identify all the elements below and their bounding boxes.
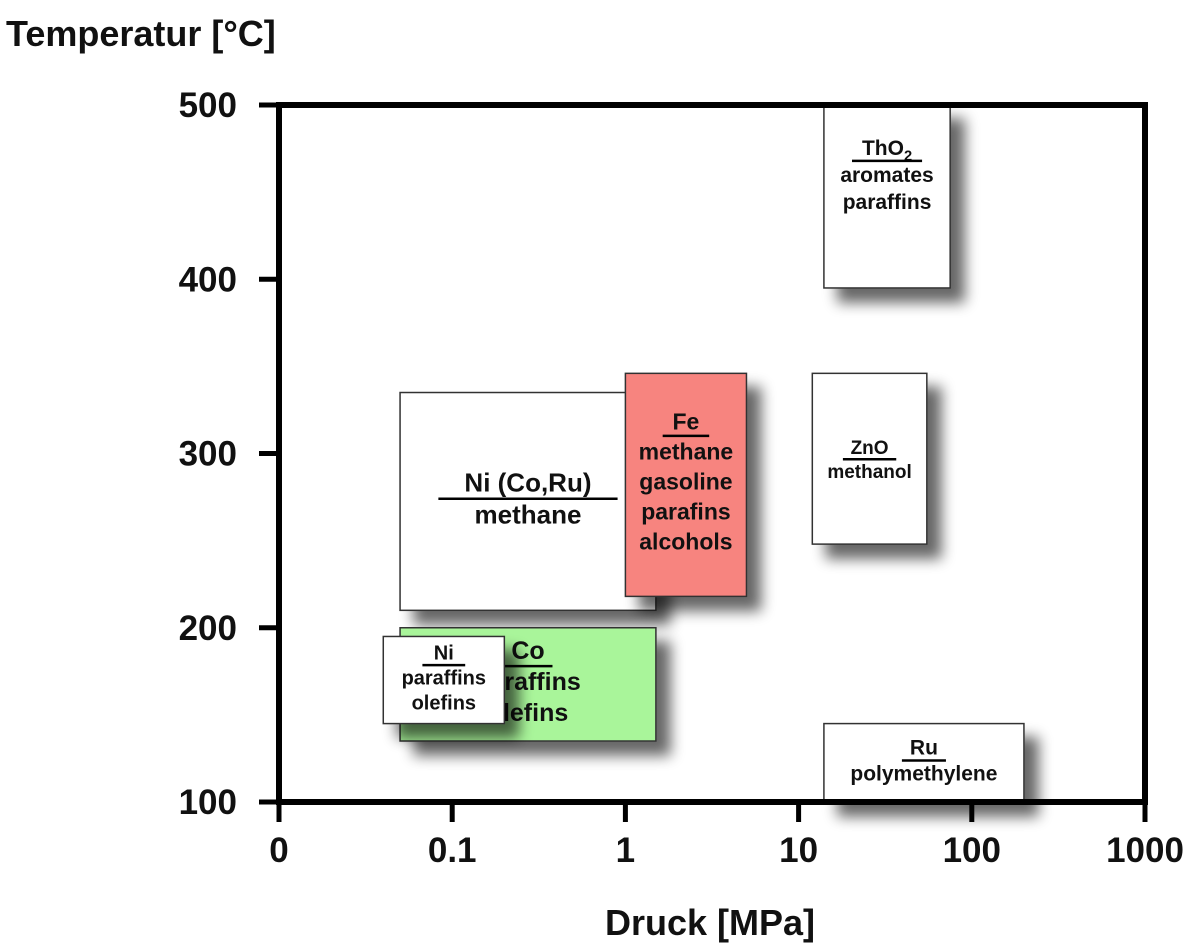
product-label: paraffins	[402, 668, 486, 690]
product-label: methane	[475, 500, 582, 530]
x-tick-label: 1	[616, 831, 635, 870]
y-tick-label: 200	[179, 609, 237, 648]
product-label: methanol	[827, 462, 911, 483]
product-label: parafins	[641, 498, 730, 524]
x-tick-label: 0.1	[428, 831, 477, 870]
catalyst-label: Ni	[434, 643, 454, 665]
region-ni: Ni paraffins olefins	[382, 635, 506, 725]
region-box	[823, 722, 1025, 803]
y-tick-label: 100	[179, 783, 237, 822]
x-tick-label: 0	[269, 831, 288, 870]
product-label: gasoline	[639, 468, 732, 494]
catalyst-regions: Ni (Co,Ru)methaneCoparaffinsolefinsNipar…	[382, 104, 1025, 803]
product-label: olefins	[412, 693, 476, 715]
y-tick-label: 300	[179, 435, 237, 474]
product-label: paraffins	[843, 191, 932, 214]
chart-title: Temperatur [°C]	[6, 13, 276, 54]
x-tick-label: 100	[943, 831, 1001, 870]
catalyst-label: ZnO	[851, 438, 889, 459]
x-axis-label: Druck [MPa]	[605, 902, 815, 943]
region-ru: Ru polymethylene	[823, 722, 1025, 803]
region-box	[399, 391, 657, 612]
region-fe: Fe methane gasoline parafins alcohols	[624, 372, 748, 598]
region-box	[624, 372, 748, 598]
product-label: aromates	[840, 164, 933, 187]
region-box	[811, 372, 928, 545]
product-label: alcohols	[639, 528, 732, 554]
product-label: polymethylene	[850, 763, 997, 786]
product-label: methane	[639, 438, 734, 464]
y-tick-label: 500	[179, 86, 237, 125]
y-tick-label: 400	[179, 260, 237, 299]
x-tick-label: 10	[779, 831, 818, 870]
plot-frame	[276, 102, 1148, 805]
region-zno: ZnO methanol	[811, 372, 928, 545]
catalyst-label: Co	[511, 637, 544, 665]
region-box	[382, 635, 506, 725]
catalyst-label: Ni (Co,Ru)	[464, 468, 591, 498]
region-box	[823, 104, 951, 289]
catalyst-label: Ru	[910, 737, 938, 760]
region-ni-co-ru: Ni (Co,Ru)methane	[399, 391, 657, 612]
axis-ticks: 0 0.1 1 10 100 1000 500 400 300 200 100	[179, 86, 1184, 870]
catalyst-label: Fe	[673, 408, 700, 434]
x-tick-label: 1000	[1106, 831, 1184, 870]
